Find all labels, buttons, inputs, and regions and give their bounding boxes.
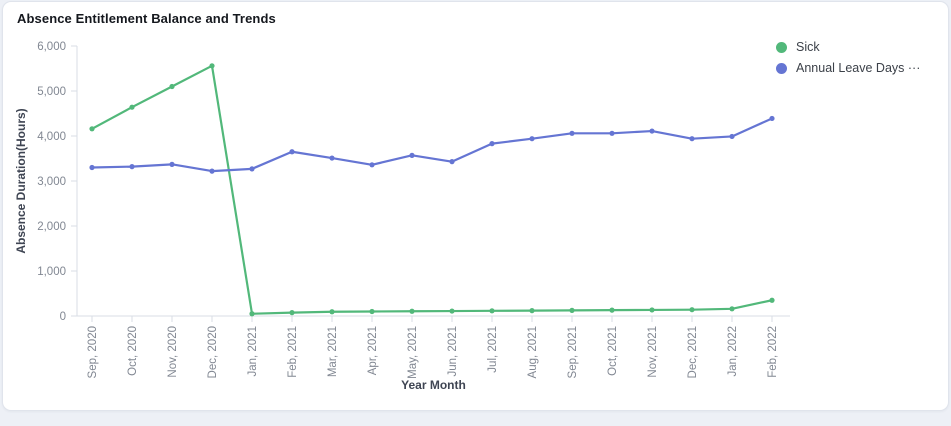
series-point-annual-leave-days: [249, 166, 255, 172]
chart-svg: 0 1,000 2,000 3,000 4,000 5,000 6,000 Sep, 2020…: [14, 41, 790, 392]
x-tick-label: Jan, 2022: [727, 326, 739, 377]
legend-swatch-sick: [776, 41, 787, 53]
x-tick-label: Feb, 2022: [767, 326, 779, 378]
series-point-sick: [569, 307, 575, 313]
x-tick-label: May, 2021: [407, 326, 419, 379]
y-tick-label: 0: [60, 311, 66, 323]
x-tick-label: Oct, 2021: [607, 326, 619, 376]
series-point-annual-leave-days: [729, 133, 735, 140]
x-tick-label: Apr, 2021: [367, 326, 379, 375]
y-tick-label: 2,000: [37, 221, 66, 233]
series-point-annual-leave-days: [369, 162, 375, 168]
series-point-sick: [169, 83, 175, 90]
x-tick-label: Nov, 2021: [647, 326, 659, 378]
y-tick-label: 6,000: [37, 41, 66, 53]
series-point-sick: [489, 308, 495, 314]
x-tick-label: Sep, 2021: [567, 326, 579, 378]
x-tick-label: Jul, 2021: [487, 326, 499, 373]
series-point-sick: [209, 63, 215, 69]
series-point-annual-leave-days: [129, 164, 135, 170]
series-point-sick: [649, 307, 655, 313]
series-point-sick: [329, 309, 335, 315]
series-point-sick: [89, 126, 95, 132]
series-point-annual-leave-days: [769, 115, 775, 122]
series-point-sick: [249, 311, 255, 317]
legend-item-annual-leave-days[interactable]: Annual Leave Days ···: [776, 61, 926, 75]
series-point-sick: [129, 104, 135, 110]
series-point-sick: [689, 307, 695, 313]
series-point-annual-leave-days: [609, 130, 615, 136]
x-tick-label: Sep, 2020: [87, 326, 99, 378]
x-tick-label: Dec, 2021: [687, 326, 699, 378]
series-point-sick: [609, 307, 615, 313]
series-point-annual-leave-days: [169, 161, 175, 167]
series-point-annual-leave-days: [409, 152, 415, 158]
page-title: Absence Entitlement Balance and Trends: [17, 11, 276, 26]
x-tick-label: Mar, 2021: [327, 326, 339, 377]
series-point-annual-leave-days: [569, 130, 575, 136]
series-point-annual-leave-days: [689, 136, 695, 142]
series-point-annual-leave-days: [209, 168, 215, 174]
series-point-annual-leave-days: [449, 159, 455, 165]
series-point-sick: [529, 308, 535, 314]
series-point-annual-leave-days: [89, 164, 95, 171]
y-tick-label: 4,000: [37, 131, 66, 143]
legend-label-sick: Sick: [796, 40, 820, 54]
y-axis-title: Absence Duration(Hours): [14, 108, 28, 253]
legend-label-annual-leave-days: Annual Leave Days ···: [796, 61, 921, 75]
series-point-annual-leave-days: [489, 141, 495, 147]
series-point-sick: [289, 310, 295, 316]
series-point-sick: [769, 297, 775, 303]
series-point-annual-leave-days: [329, 155, 335, 161]
legend-item-sick[interactable]: Sick: [776, 40, 926, 54]
y-tick-label: 1,000: [37, 266, 66, 278]
y-tick-label: 5,000: [37, 86, 66, 98]
chart-area: 0 1,000 2,000 3,000 4,000 5,000 6,000 Sep, 2020…: [3, 2, 951, 421]
x-tick-label: Dec, 2020: [207, 326, 219, 378]
y-tick-label: 3,000: [37, 176, 66, 188]
series-point-sick: [449, 308, 455, 314]
series-point-annual-leave-days: [649, 128, 655, 134]
chart-card: Absence Entitlement Balance and Trends 0…: [2, 1, 949, 411]
x-tick-label: Oct, 2020: [127, 326, 139, 376]
series-point-sick: [729, 306, 735, 312]
x-tick-label: Jun, 2021: [447, 326, 459, 377]
legend-swatch-annual-leave-days: [776, 62, 787, 74]
series-point-sick: [409, 308, 415, 314]
x-tick-label: Jan, 2021: [247, 326, 259, 377]
legend: Sick Annual Leave Days ···: [776, 40, 926, 75]
x-tick-label: Nov, 2020: [167, 326, 179, 378]
x-tick-label: Aug, 2021: [527, 326, 539, 378]
x-axis-title: Year Month: [401, 378, 466, 392]
x-tick-label: Feb, 2021: [287, 326, 299, 378]
series-line-sick: [90, 64, 774, 315]
series-point-sick: [369, 308, 375, 315]
series-line-annual-leave-days: [90, 117, 774, 173]
series-point-annual-leave-days: [289, 149, 295, 155]
series-point-annual-leave-days: [529, 136, 535, 142]
